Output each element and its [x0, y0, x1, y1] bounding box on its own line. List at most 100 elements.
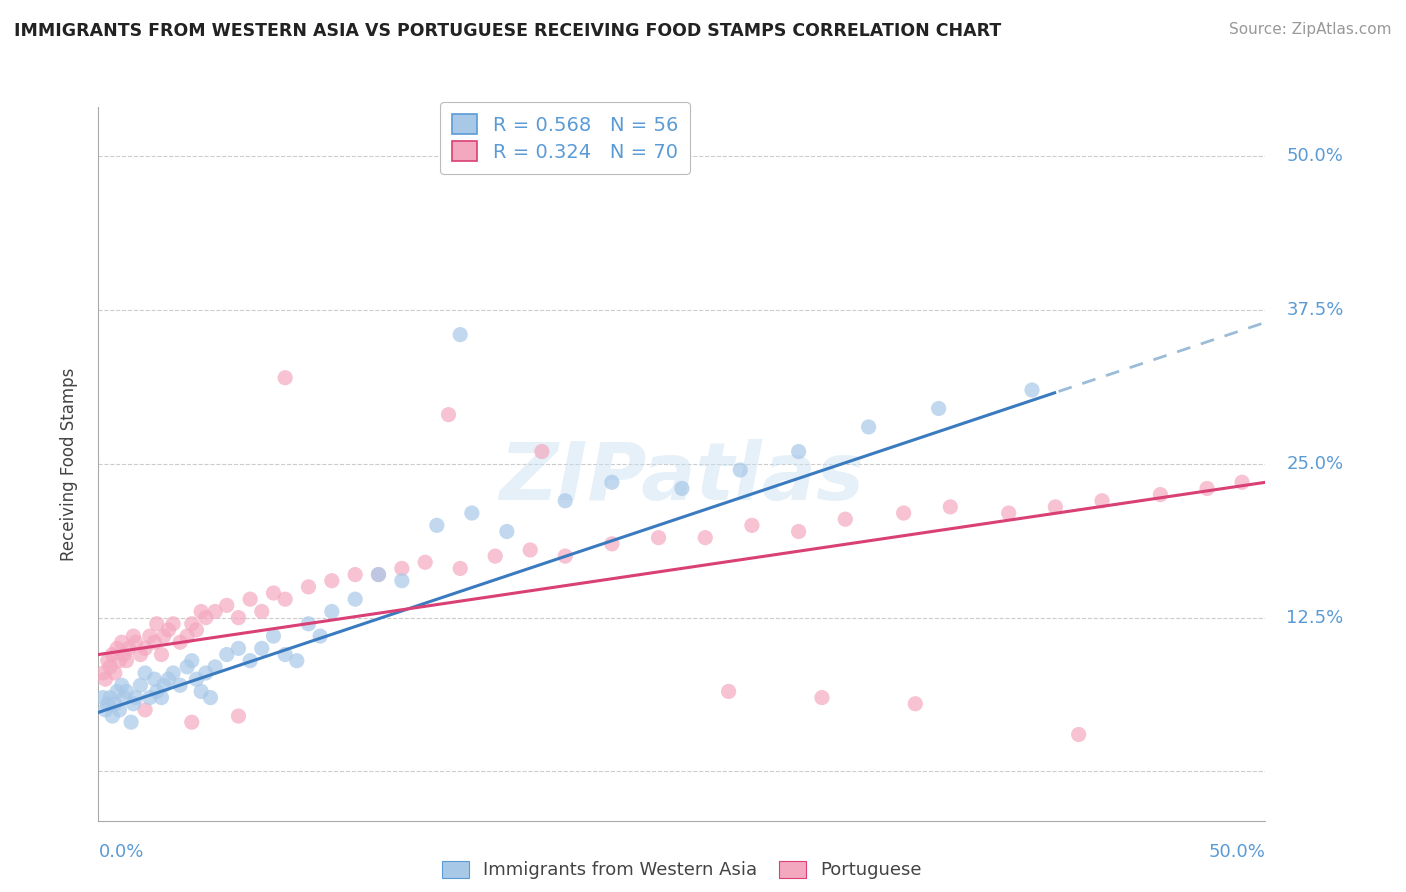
Point	[215, 648, 238, 662]
Point	[180, 715, 202, 730]
Text: Source: ZipAtlas.com: Source: ZipAtlas.com	[1229, 22, 1392, 37]
Point	[997, 506, 1019, 520]
Point	[554, 493, 576, 508]
Point	[152, 678, 174, 692]
Point	[228, 709, 250, 723]
Text: 50.0%: 50.0%	[1209, 843, 1265, 861]
Point	[162, 616, 184, 631]
Point	[190, 684, 212, 698]
Point	[1195, 482, 1218, 496]
Point	[105, 684, 128, 698]
Point	[169, 635, 191, 649]
Point	[146, 616, 169, 631]
Point	[530, 444, 553, 458]
Point	[1067, 727, 1090, 741]
Point	[239, 592, 262, 607]
Text: 0.0%: 0.0%	[98, 843, 143, 861]
Point	[1091, 493, 1114, 508]
Point	[186, 623, 208, 637]
Point	[344, 567, 367, 582]
Point	[1230, 475, 1253, 490]
Point	[98, 690, 121, 705]
Point	[143, 672, 166, 686]
Point	[215, 599, 238, 613]
Point	[129, 678, 152, 692]
Point	[134, 703, 156, 717]
Point	[97, 697, 120, 711]
Point	[834, 512, 856, 526]
Point	[122, 629, 145, 643]
Point	[274, 592, 297, 607]
Point	[176, 660, 198, 674]
Point	[94, 703, 117, 717]
Point	[194, 610, 217, 624]
Point	[554, 549, 576, 563]
Point	[115, 684, 138, 698]
Point	[367, 567, 389, 582]
Point	[600, 475, 623, 490]
Point	[939, 500, 962, 514]
Point	[150, 648, 173, 662]
Text: IMMIGRANTS FROM WESTERN ASIA VS PORTUGUESE RECEIVING FOOD STAMPS CORRELATION CHA: IMMIGRANTS FROM WESTERN ASIA VS PORTUGUE…	[14, 22, 1001, 40]
Point	[391, 574, 413, 588]
Point	[484, 549, 506, 563]
Point	[186, 672, 208, 686]
Point	[449, 561, 471, 575]
Point	[194, 665, 217, 680]
Point	[893, 506, 915, 520]
Point	[928, 401, 950, 416]
Point	[274, 648, 297, 662]
Point	[125, 690, 148, 705]
Point	[321, 574, 343, 588]
Point	[309, 629, 332, 643]
Point	[98, 660, 121, 674]
Point	[101, 709, 124, 723]
Point	[122, 697, 145, 711]
Point	[1045, 500, 1067, 514]
Point	[367, 567, 389, 582]
Point	[108, 703, 131, 717]
Point	[97, 654, 120, 668]
Point	[180, 654, 202, 668]
Point	[91, 665, 114, 680]
Point	[344, 592, 367, 607]
Point	[262, 586, 284, 600]
Point	[108, 654, 131, 668]
Point	[717, 684, 740, 698]
Point	[104, 665, 127, 680]
Point	[413, 555, 436, 569]
Point	[1021, 383, 1043, 397]
Point	[139, 690, 162, 705]
Point	[321, 605, 343, 619]
Point	[519, 543, 541, 558]
Point	[495, 524, 517, 539]
Point	[671, 482, 693, 496]
Point	[787, 444, 810, 458]
Point	[162, 665, 184, 680]
Text: 25.0%: 25.0%	[1286, 455, 1344, 473]
Point	[204, 605, 226, 619]
Point	[787, 524, 810, 539]
Text: 12.5%: 12.5%	[1286, 608, 1344, 627]
Point	[146, 684, 169, 698]
Point	[157, 672, 180, 686]
Point	[111, 678, 134, 692]
Point	[250, 641, 273, 656]
Point	[152, 629, 174, 643]
Point	[120, 715, 142, 730]
Point	[118, 641, 141, 656]
Point	[730, 463, 752, 477]
Point	[190, 605, 212, 619]
Point	[274, 370, 297, 384]
Point	[228, 641, 250, 656]
Legend: Immigrants from Western Asia, Portuguese: Immigrants from Western Asia, Portuguese	[434, 854, 929, 887]
Point	[112, 690, 135, 705]
Point	[695, 531, 717, 545]
Point	[1149, 487, 1171, 501]
Point	[180, 616, 202, 631]
Point	[150, 690, 173, 705]
Y-axis label: Receiving Food Stamps: Receiving Food Stamps	[59, 368, 77, 560]
Point	[200, 690, 222, 705]
Point	[101, 648, 124, 662]
Point	[297, 580, 319, 594]
